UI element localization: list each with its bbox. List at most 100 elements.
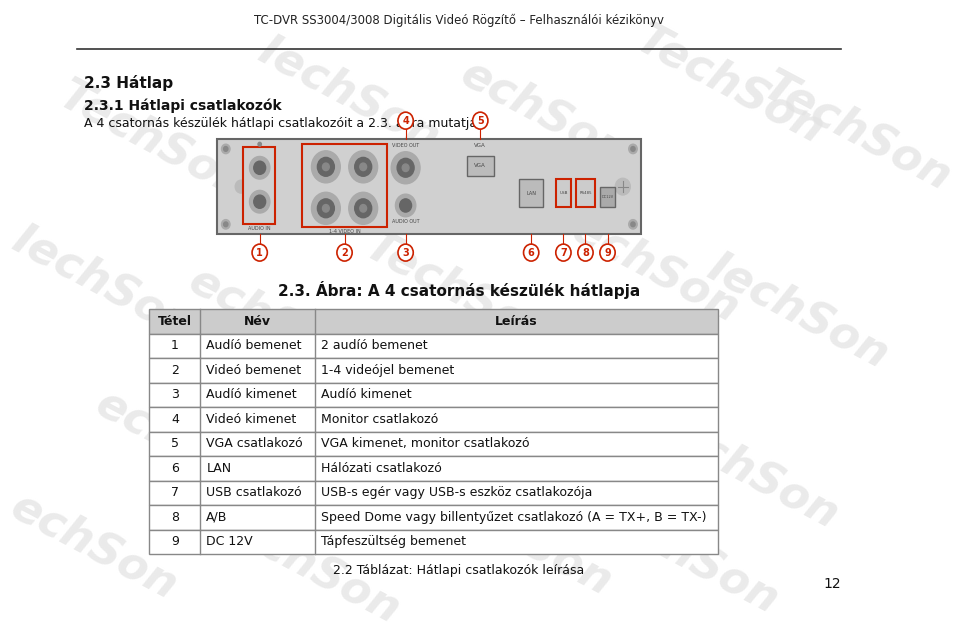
Circle shape bbox=[397, 158, 414, 177]
Text: IechSon: IechSon bbox=[701, 245, 897, 377]
Circle shape bbox=[235, 180, 247, 193]
Circle shape bbox=[396, 194, 416, 217]
Text: IechSon: IechSon bbox=[650, 406, 846, 537]
Text: Tétel: Tétel bbox=[157, 315, 192, 328]
Bar bbox=[150, 530, 718, 554]
Text: VGA: VGA bbox=[474, 143, 486, 148]
Bar bbox=[150, 432, 718, 456]
Bar bbox=[519, 179, 543, 207]
Text: A/B: A/B bbox=[206, 511, 228, 524]
Circle shape bbox=[354, 199, 372, 218]
Text: LAN: LAN bbox=[526, 191, 537, 196]
Circle shape bbox=[318, 199, 334, 218]
Text: USB-s egér vagy USB-s eszköz csatlakozója: USB-s egér vagy USB-s eszköz csatlakozój… bbox=[321, 486, 592, 499]
Text: IechSon: IechSon bbox=[590, 490, 786, 622]
Text: TechSon: TechSon bbox=[204, 498, 408, 633]
Text: 1-4 VIDEO IN: 1-4 VIDEO IN bbox=[328, 229, 360, 234]
Circle shape bbox=[360, 163, 367, 171]
Text: Tápfeszültség bemenet: Tápfeszültség bemenet bbox=[321, 536, 466, 548]
Text: Videó bemenet: Videó bemenet bbox=[206, 364, 301, 377]
Text: AUDIO IN: AUDIO IN bbox=[249, 226, 271, 231]
Text: USB csatlakozó: USB csatlakozó bbox=[206, 486, 301, 499]
Text: 2.3. Ábra: A 4 csatornás készülék hátlapja: 2.3. Ábra: A 4 csatornás készülék hátlap… bbox=[278, 281, 640, 299]
Circle shape bbox=[402, 164, 409, 172]
Text: 9: 9 bbox=[171, 536, 179, 548]
Circle shape bbox=[360, 205, 367, 212]
Circle shape bbox=[253, 195, 266, 208]
Text: TechSon: TechSon bbox=[629, 17, 832, 152]
Text: 2.3 Hátlap: 2.3 Hátlap bbox=[84, 76, 173, 92]
Circle shape bbox=[354, 157, 372, 176]
Circle shape bbox=[222, 220, 230, 229]
Circle shape bbox=[578, 244, 593, 261]
Text: echSon: echSon bbox=[4, 485, 185, 609]
Circle shape bbox=[311, 151, 340, 183]
Text: DC 12V: DC 12V bbox=[206, 536, 252, 548]
Text: 2 audíó bemenet: 2 audíó bemenet bbox=[321, 339, 427, 353]
Text: 12: 12 bbox=[824, 577, 841, 591]
Text: Monitor csatlakozó: Monitor csatlakozó bbox=[321, 413, 438, 426]
Bar bbox=[576, 179, 595, 207]
Text: VIDEO OUT: VIDEO OUT bbox=[392, 143, 420, 148]
Bar bbox=[150, 358, 718, 383]
Text: Audíó bemenet: Audíó bemenet bbox=[206, 339, 301, 353]
Text: TechSon: TechSon bbox=[756, 65, 959, 200]
Circle shape bbox=[348, 192, 377, 225]
Circle shape bbox=[615, 178, 631, 195]
Text: 4: 4 bbox=[171, 413, 179, 426]
Circle shape bbox=[222, 144, 230, 154]
Bar bbox=[467, 156, 493, 176]
Circle shape bbox=[224, 222, 228, 227]
Text: TechSon: TechSon bbox=[52, 74, 255, 209]
Circle shape bbox=[250, 190, 270, 213]
Text: 6: 6 bbox=[171, 462, 179, 475]
Bar bbox=[150, 407, 718, 432]
Text: VGA csatlakozó: VGA csatlakozó bbox=[206, 437, 303, 451]
Text: 3: 3 bbox=[171, 388, 179, 401]
Text: 1: 1 bbox=[171, 339, 179, 353]
Circle shape bbox=[311, 192, 340, 225]
Text: Leírás: Leírás bbox=[494, 315, 538, 328]
Text: 2.3.1 Hátlapi csatlakozók: 2.3.1 Hátlapi csatlakozók bbox=[84, 98, 281, 113]
Text: echSon: echSon bbox=[88, 381, 270, 505]
Circle shape bbox=[323, 163, 329, 171]
Text: 4: 4 bbox=[402, 116, 409, 125]
Circle shape bbox=[556, 244, 571, 261]
Circle shape bbox=[629, 144, 637, 154]
Text: TechSon: TechSon bbox=[544, 196, 747, 332]
Text: TechSon: TechSon bbox=[417, 470, 620, 605]
Text: USB: USB bbox=[559, 191, 567, 195]
Text: IechSon: IechSon bbox=[5, 217, 201, 348]
Text: Hálózati csatlakozó: Hálózati csatlakozó bbox=[321, 462, 442, 475]
Bar bbox=[217, 140, 641, 234]
Text: 7: 7 bbox=[560, 248, 566, 258]
Text: 6: 6 bbox=[528, 248, 535, 258]
Bar bbox=[556, 179, 571, 207]
Text: Videó kimenet: Videó kimenet bbox=[206, 413, 297, 426]
Circle shape bbox=[399, 199, 412, 212]
Bar bbox=[150, 481, 718, 505]
Circle shape bbox=[472, 112, 488, 129]
Bar bbox=[243, 147, 275, 225]
Bar bbox=[150, 309, 718, 333]
Text: TC-DVR SS3004/3008 Digitális Videó Rögzítő – Felhasználói kézikönyv: TC-DVR SS3004/3008 Digitális Videó Rögzí… bbox=[254, 14, 664, 28]
Bar bbox=[302, 144, 387, 227]
Text: TechSon: TechSon bbox=[468, 385, 671, 520]
Text: LAN: LAN bbox=[206, 462, 231, 475]
Text: echSon: echSon bbox=[453, 51, 635, 175]
Text: VGA: VGA bbox=[474, 163, 486, 168]
Circle shape bbox=[348, 151, 377, 183]
Text: 5: 5 bbox=[171, 437, 179, 451]
Bar bbox=[150, 383, 718, 407]
Text: Audíó kimenet: Audíó kimenet bbox=[206, 388, 297, 401]
Circle shape bbox=[250, 156, 270, 179]
Bar bbox=[150, 333, 718, 358]
Text: 8: 8 bbox=[582, 248, 588, 258]
Text: 3: 3 bbox=[402, 248, 409, 258]
Text: TechSon: TechSon bbox=[273, 413, 476, 548]
Text: Audíó kimenet: Audíó kimenet bbox=[321, 388, 412, 401]
Text: 7: 7 bbox=[171, 486, 179, 499]
Text: DC12V: DC12V bbox=[602, 195, 613, 199]
Circle shape bbox=[323, 205, 329, 212]
Text: 2: 2 bbox=[171, 364, 179, 377]
